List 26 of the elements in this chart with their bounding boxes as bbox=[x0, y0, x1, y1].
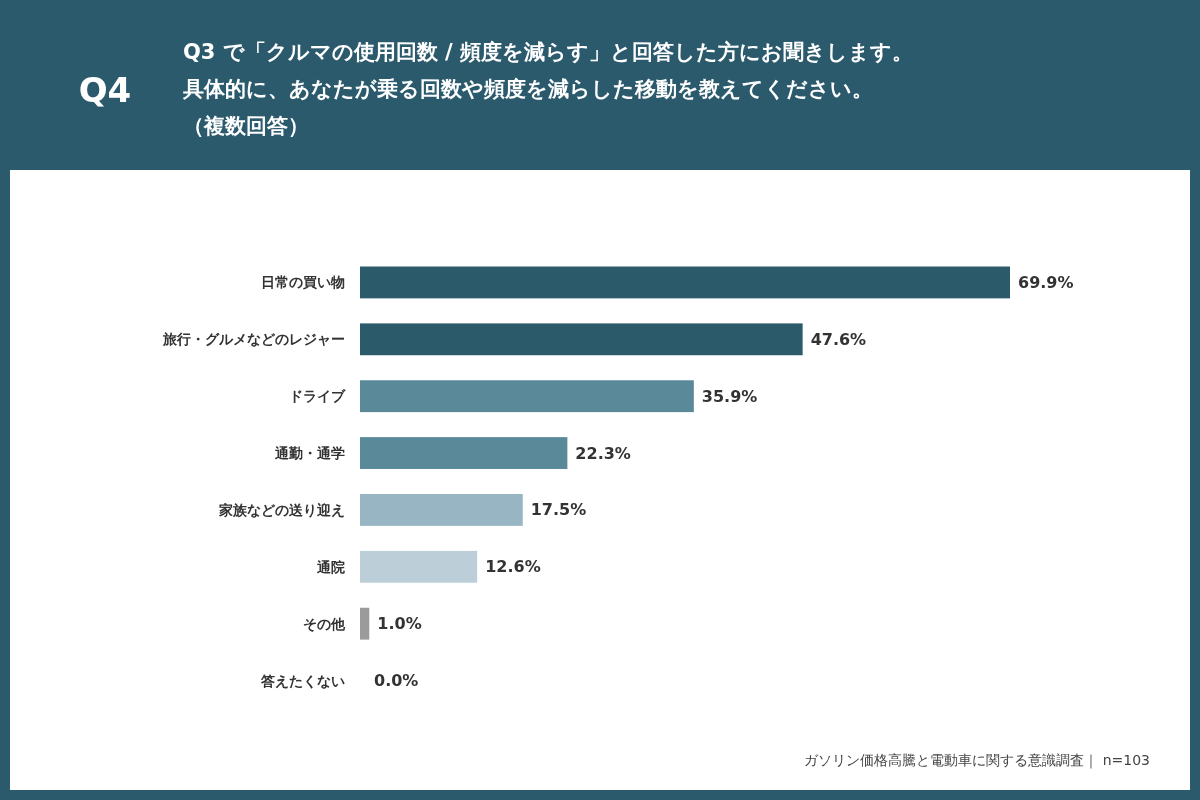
bar bbox=[360, 494, 523, 526]
y-tick-label: 旅行・グルメなどのレジャー bbox=[162, 331, 345, 348]
y-tick-label: 答えたくない bbox=[260, 672, 345, 689]
bar bbox=[360, 323, 803, 356]
y-tick-label: その他 bbox=[303, 615, 346, 632]
y-tick-label: 通院 bbox=[316, 558, 345, 575]
data-label: 17.5% bbox=[530, 500, 587, 520]
data-label: 22.3% bbox=[575, 443, 631, 463]
data-label: 1.0% bbox=[377, 614, 422, 634]
bar bbox=[360, 550, 478, 583]
bar bbox=[360, 380, 694, 413]
y-tick-label: 日常の買い物 bbox=[261, 274, 345, 291]
chart-subtitle: Q3 で「クルマの使用回数 / 頻度を減らす」と回答した方にお聞きします。具体的に、あなたが乗る回数や頻度を減らした移動を教えてください。（複数回答） bbox=[182, 40, 914, 138]
y-tick-label: ドライブ bbox=[289, 388, 346, 405]
data-label: 47.6% bbox=[810, 329, 867, 349]
data-label: 69.9% bbox=[1018, 272, 1074, 292]
bar bbox=[360, 437, 568, 469]
y-tick-label: 家族などの送り迎え bbox=[218, 501, 345, 518]
data-label: 35.9% bbox=[701, 386, 758, 406]
bar bbox=[360, 266, 1010, 299]
y-tick-label: 通勤・通学 bbox=[274, 445, 345, 462]
data-label: 12.6% bbox=[485, 557, 541, 577]
data-label: 0.0% bbox=[374, 671, 419, 691]
text: ガソリン価格高騰と電動車に関する意識調査｜ n=103 bbox=[804, 752, 1150, 769]
chart-title: Q4 bbox=[78, 70, 132, 110]
bar bbox=[360, 607, 370, 640]
